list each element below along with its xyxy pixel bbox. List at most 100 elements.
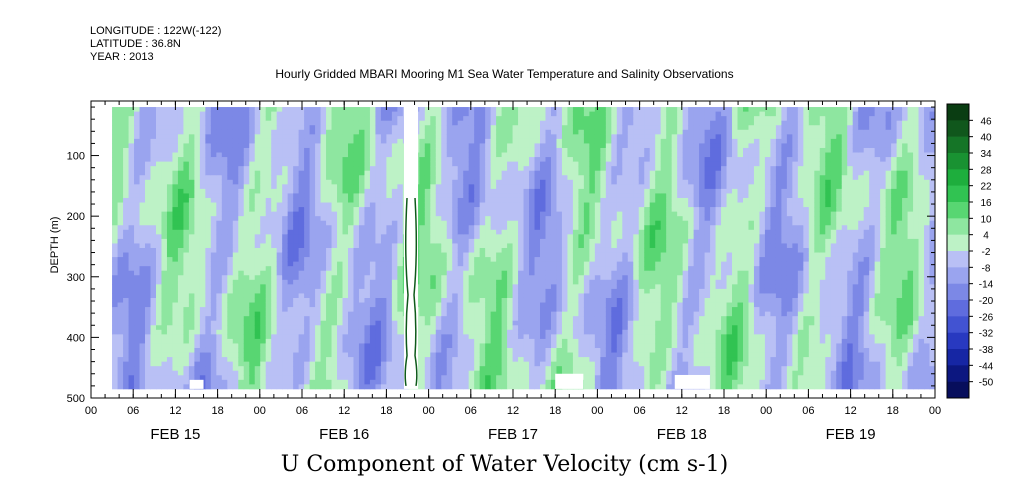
heatmap-cell bbox=[287, 347, 294, 353]
heatmap-cell bbox=[364, 184, 371, 190]
heatmap-cell bbox=[397, 107, 404, 113]
heatmap-cell bbox=[177, 125, 184, 131]
heatmap-cell bbox=[282, 157, 289, 163]
heatmap-cell bbox=[424, 147, 431, 153]
heatmap-cell bbox=[386, 311, 393, 317]
heatmap-cell bbox=[474, 170, 481, 176]
heatmap-cell bbox=[298, 184, 305, 190]
heatmap-cell bbox=[457, 116, 464, 122]
heatmap-cell bbox=[123, 375, 129, 381]
heatmap-cell bbox=[315, 311, 321, 317]
heatmap-cell bbox=[523, 297, 530, 303]
heatmap-cell bbox=[430, 320, 437, 326]
heatmap-cell bbox=[512, 307, 519, 313]
heatmap-cell bbox=[304, 207, 310, 213]
heatmap-cell bbox=[304, 170, 310, 176]
heatmap-cell bbox=[496, 352, 503, 358]
heatmap-cell bbox=[238, 147, 245, 153]
heatmap-cell bbox=[227, 197, 234, 203]
heatmap-cell bbox=[545, 202, 552, 208]
heatmap-cell bbox=[304, 107, 310, 113]
heatmap-cell bbox=[194, 216, 201, 222]
heatmap-cell bbox=[287, 247, 294, 253]
heatmap-cell bbox=[177, 152, 184, 158]
heatmap-cell bbox=[468, 220, 475, 226]
heatmap-cell bbox=[529, 116, 535, 122]
heatmap-cell bbox=[216, 184, 223, 190]
heatmap-cell bbox=[177, 384, 184, 390]
heatmap-cell bbox=[117, 129, 124, 135]
heatmap-cell bbox=[501, 347, 508, 353]
heatmap-cell bbox=[128, 157, 135, 163]
heatmap-cell bbox=[139, 270, 146, 276]
heatmap-cell bbox=[177, 284, 184, 290]
heatmap-cell bbox=[128, 293, 135, 299]
heatmap-cell bbox=[254, 320, 261, 326]
heatmap-cell bbox=[287, 261, 294, 267]
heatmap-cell bbox=[529, 266, 535, 272]
heatmap-cell bbox=[446, 320, 453, 326]
heatmap-cell bbox=[134, 361, 140, 367]
heatmap-cell bbox=[221, 152, 228, 158]
heatmap-cell bbox=[128, 193, 135, 199]
heatmap-cell bbox=[123, 211, 129, 217]
heatmap-cell bbox=[386, 197, 393, 203]
heatmap-cell bbox=[380, 170, 387, 176]
heatmap-cell bbox=[353, 275, 360, 281]
heatmap-cell bbox=[424, 293, 431, 299]
heatmap-cell bbox=[210, 266, 217, 272]
heatmap-cell bbox=[243, 357, 250, 363]
heatmap-cell bbox=[501, 225, 508, 231]
heatmap-cell bbox=[260, 334, 267, 340]
heatmap-cell bbox=[419, 157, 426, 163]
heatmap-cell bbox=[128, 375, 135, 381]
heatmap-cell bbox=[550, 179, 557, 185]
heatmap-cell bbox=[446, 275, 453, 281]
heatmap-cell bbox=[342, 288, 349, 294]
heatmap-cell bbox=[249, 188, 256, 194]
heatmap-cell bbox=[474, 143, 481, 149]
heatmap-cell bbox=[397, 370, 404, 376]
heatmap-cell bbox=[188, 257, 195, 263]
heatmap-cell bbox=[166, 302, 173, 308]
heatmap-cell bbox=[216, 111, 223, 117]
heatmap-cell bbox=[326, 284, 332, 290]
heatmap-cell bbox=[342, 175, 349, 181]
heatmap-cell bbox=[512, 175, 519, 181]
heatmap-cell bbox=[391, 279, 398, 285]
heatmap-cell bbox=[435, 288, 442, 294]
heatmap-cell bbox=[293, 211, 300, 217]
heatmap-cell bbox=[166, 166, 173, 172]
heatmap-cell bbox=[424, 357, 431, 363]
heatmap-cell bbox=[243, 152, 250, 158]
heatmap-cell bbox=[348, 288, 354, 294]
heatmap-cell bbox=[183, 379, 190, 385]
heatmap-cell bbox=[337, 216, 343, 222]
heatmap-cell bbox=[216, 143, 223, 149]
heatmap-cell bbox=[205, 288, 212, 294]
heatmap-cell bbox=[435, 270, 442, 276]
heatmap-cell bbox=[369, 207, 376, 213]
heatmap-cell bbox=[353, 302, 360, 308]
heatmap-cell bbox=[210, 161, 217, 167]
heatmap-cell bbox=[172, 247, 179, 253]
heatmap-cell bbox=[150, 152, 157, 158]
heatmap-cell bbox=[139, 234, 146, 240]
heatmap-cell bbox=[139, 297, 146, 303]
heatmap-cell bbox=[501, 197, 508, 203]
heatmap-cell bbox=[424, 125, 431, 131]
heatmap-cell bbox=[501, 320, 508, 326]
heatmap-cell bbox=[397, 361, 404, 367]
heatmap-cell bbox=[419, 120, 426, 126]
heatmap-cell bbox=[145, 252, 151, 258]
heatmap-cell bbox=[496, 297, 503, 303]
heatmap-cell bbox=[391, 202, 398, 208]
heatmap-cell bbox=[446, 170, 453, 176]
heatmap-cell bbox=[304, 352, 310, 358]
heatmap-cell bbox=[210, 325, 217, 331]
heatmap-cell bbox=[457, 220, 464, 226]
heatmap-cell bbox=[490, 297, 497, 303]
heatmap-cell bbox=[205, 188, 212, 194]
heatmap-cell bbox=[194, 134, 201, 140]
heatmap-cell bbox=[534, 238, 541, 244]
